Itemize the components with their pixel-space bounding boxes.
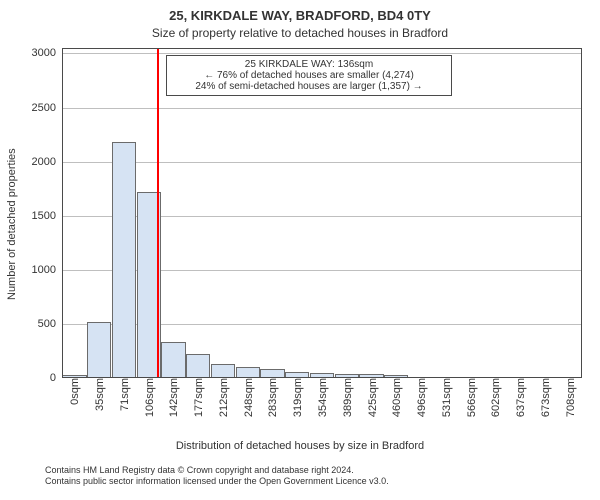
x-tick-label: 71sqm (117, 378, 131, 411)
x-tick-label: 177sqm (191, 378, 205, 417)
chart-title-sub: Size of property relative to detached ho… (0, 26, 600, 40)
x-tick-label: 142sqm (166, 378, 180, 417)
x-tick-label: 212sqm (216, 378, 230, 417)
x-tick-label: 425sqm (365, 378, 379, 417)
y-tick-label: 3000 (32, 47, 62, 59)
x-tick-label: 460sqm (389, 378, 403, 417)
x-tick-label: 248sqm (241, 378, 255, 417)
x-tick-label: 602sqm (488, 378, 502, 417)
y-tick-label: 2000 (32, 156, 62, 168)
chart-title-main: 25, KIRKDALE WAY, BRADFORD, BD4 0TY (0, 8, 600, 23)
footer-line: Contains HM Land Registry data © Crown c… (45, 465, 590, 476)
plot-area: 0500100015002000250030000sqm35sqm71sqm10… (62, 48, 582, 378)
footer-line: Contains public sector information licen… (45, 476, 590, 487)
x-tick-label: 566sqm (464, 378, 478, 417)
x-tick-label: 35sqm (92, 378, 106, 411)
plot-border (62, 48, 582, 378)
y-tick-label: 2500 (32, 102, 62, 114)
y-tick-label: 500 (38, 318, 62, 330)
x-tick-label: 637sqm (513, 378, 527, 417)
x-tick-label: 389sqm (340, 378, 354, 417)
x-tick-label: 354sqm (315, 378, 329, 417)
y-tick-label: 0 (50, 372, 62, 384)
footer-attribution: Contains HM Land Registry data © Crown c… (45, 465, 590, 488)
y-tick-label: 1000 (32, 264, 62, 276)
x-tick-label: 531sqm (439, 378, 453, 417)
x-tick-label: 283sqm (265, 378, 279, 417)
chart-container: { "chart": { "type": "histogram", "title… (0, 0, 600, 500)
y-tick-label: 1500 (32, 210, 62, 222)
x-tick-label: 673sqm (538, 378, 552, 417)
x-tick-label: 0sqm (67, 378, 81, 405)
x-axis-label: Distribution of detached houses by size … (0, 440, 600, 452)
x-tick-label: 319sqm (290, 378, 304, 417)
x-tick-label: 708sqm (563, 378, 577, 417)
x-tick-label: 106sqm (142, 378, 156, 417)
x-tick-label: 496sqm (414, 378, 428, 417)
y-axis-label: Number of detached properties (6, 148, 18, 300)
